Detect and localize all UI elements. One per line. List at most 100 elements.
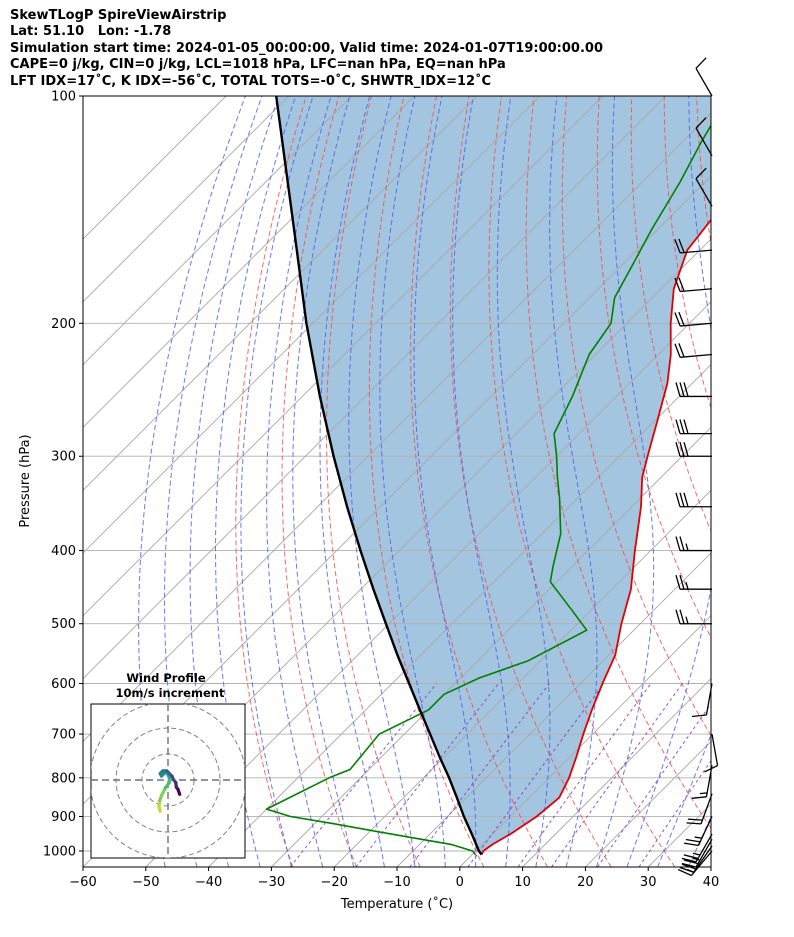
wind-barbs (674, 57, 719, 877)
barb-flag (678, 277, 685, 292)
barb-shaft (705, 765, 713, 797)
title-line-5: LFT IDX=17˚C, K IDX=-56˚C, TOTAL TOTS=-0… (10, 73, 492, 89)
plot-area (83, 96, 794, 867)
x-tick-label: 0 (456, 875, 464, 890)
isotherm (271, 426, 711, 867)
barb-flag (678, 311, 685, 326)
mixing-ratio-line (289, 683, 437, 867)
wind-barb (683, 816, 713, 847)
moist-adiabat (719, 96, 794, 867)
barb-shaft (680, 353, 713, 358)
isotherm (710, 866, 711, 867)
barb-flag (675, 609, 681, 624)
mixing-ratio-line (409, 683, 550, 867)
moist-adiabat (292, 96, 355, 867)
barb-flag (681, 862, 697, 868)
moist-adiabat (240, 96, 314, 867)
x-tick-label: 40 (703, 875, 720, 890)
wind-barb (675, 536, 712, 552)
x-tick-label: 10 (514, 875, 531, 890)
barb-flag (704, 764, 718, 773)
barb-flag (679, 382, 685, 397)
wind-barb (686, 793, 713, 825)
x-tick-label: −60 (69, 875, 96, 890)
dry-adiabats (235, 96, 794, 867)
x-tick-label: −50 (132, 875, 159, 890)
wind-barb (674, 311, 713, 327)
barb-shaft (695, 833, 713, 863)
cin-region (276, 96, 711, 855)
barb-half-flag (699, 792, 708, 795)
barb-shaft (711, 733, 719, 766)
hodograph-plot (91, 704, 245, 858)
y-tick-label: 500 (51, 617, 76, 632)
isotherm (522, 677, 711, 867)
barb-flag (679, 492, 685, 507)
wind-barb (675, 609, 712, 625)
barb-shaft (695, 838, 713, 868)
wind-barb (681, 833, 713, 863)
barb-shaft (680, 322, 713, 327)
wind-barb (704, 733, 719, 773)
wind-barb (675, 442, 712, 457)
barb-flag (683, 442, 689, 457)
barb-flag (675, 382, 681, 397)
barb-shaft (695, 67, 713, 97)
wind-barb (675, 382, 712, 398)
parcel-profile-line (275, 96, 483, 856)
dewpoint-line (265, 123, 711, 856)
y-tick-label: 300 (51, 450, 76, 465)
barb-flag (683, 419, 689, 434)
wind-barb (674, 238, 713, 254)
isotherm (83, 96, 290, 303)
y-tick-label: 800 (51, 771, 76, 786)
moist-adiabat (413, 96, 477, 867)
isotherm (83, 96, 352, 366)
y-tick-label: 200 (51, 317, 76, 332)
barb-flag (687, 818, 703, 821)
dry-adiabat (281, 96, 357, 867)
barb-flag (679, 419, 685, 434)
dry-adiabat (449, 96, 612, 867)
y-tick-label: 900 (51, 810, 76, 825)
barb-flag (683, 382, 689, 397)
wind-barb (675, 419, 712, 435)
dry-adiabat (729, 96, 794, 867)
wind-barb (675, 492, 712, 508)
y-axis-ticks: 100 200 300 400 500 600 700 800 900 1000 (43, 90, 83, 860)
isotherm (83, 96, 541, 554)
x-tick-label: −20 (320, 875, 347, 890)
barb-flag (695, 117, 707, 129)
isotherm (145, 301, 711, 867)
hodograph-subtitle: 10m/s increment (116, 686, 225, 700)
barb-flag (678, 238, 685, 253)
x-tick-label: −30 (258, 875, 285, 890)
moist-adiabats (138, 96, 794, 867)
barb-flag (674, 343, 681, 358)
title-line-3: Simulation start time: 2024-01-05_00:00:… (10, 40, 603, 56)
dry-adiabat (368, 96, 485, 867)
barb-half-flag (685, 581, 689, 590)
mixing-ratio-line (597, 703, 711, 867)
chart-title-block: SkewTLogP SpireViewAirstrip Lat: 51.10 Lo… (10, 8, 603, 90)
y-tick-label: 400 (51, 544, 76, 559)
moist-adiabat (164, 96, 263, 867)
barb-shaft (700, 793, 713, 825)
isotherm (333, 489, 711, 867)
barb-flag (675, 419, 681, 434)
moist-adiabat (189, 96, 280, 867)
title-line-1: SkewTLogP SpireViewAirstrip (10, 8, 227, 23)
moist-adiabat (750, 96, 794, 867)
title-line-4: CAPE=0 j/kg, CIN=0 j/kg, LCL=1018 hPa, L… (10, 57, 506, 73)
barb-flag (679, 536, 685, 551)
barb-flag (679, 574, 685, 590)
isotherm (83, 96, 666, 680)
wind-barb (691, 765, 713, 799)
moist-adiabat (596, 96, 655, 867)
sounding-traces (265, 96, 711, 856)
x-axis-ticks: −60 −50 −40 −30 −20 −10 0 10 20 30 40 (69, 867, 719, 890)
barb-flag (683, 842, 699, 847)
moist-adiabat (452, 96, 511, 867)
barb-flag (678, 343, 685, 358)
y-axis-label: Pressure (hPa) (18, 434, 33, 527)
